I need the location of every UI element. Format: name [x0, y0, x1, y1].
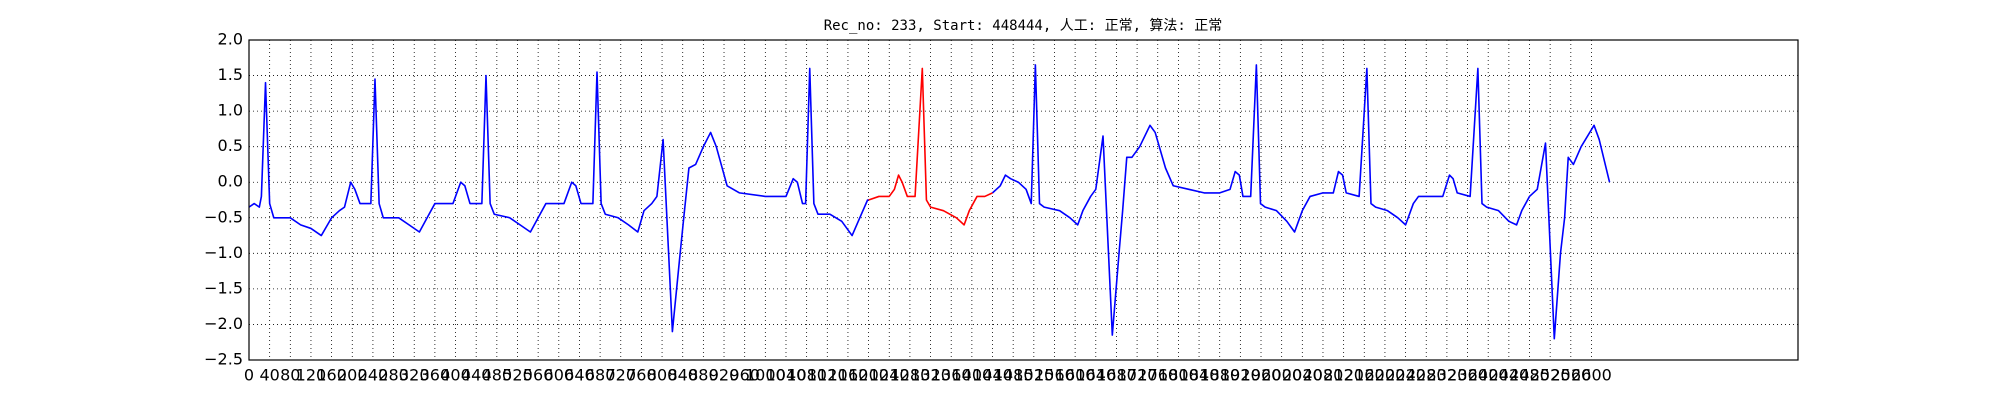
x-tick-label: 2400	[1468, 366, 1509, 385]
ecg-line	[991, 64, 1611, 340]
x-tick-label: 160	[316, 366, 347, 385]
x-tick-label: 1880	[1199, 366, 1240, 385]
x-tick-label: 1000	[745, 366, 786, 385]
x-tick-label: 1160	[828, 366, 869, 385]
ecg-line	[248, 67, 869, 333]
x-tick-label: 1360	[931, 366, 972, 385]
x-tick-label: 2200	[1365, 366, 1406, 385]
x-tick-label: 200	[337, 366, 368, 385]
x-tick-label: 2440	[1488, 366, 1529, 385]
x-tick-label: 240	[358, 366, 389, 385]
x-tick-label: 1400	[952, 366, 993, 385]
x-tick-label: 2320	[1427, 366, 1468, 385]
x-tick-label: 840	[667, 366, 698, 385]
x-tick-label: 80	[280, 366, 300, 385]
x-tick-label: 40	[259, 366, 279, 385]
chart-title: Rec_no: 233, Start: 448444, 人工: 正常, 算法: …	[824, 18, 1223, 34]
x-tick-label: 920	[709, 366, 740, 385]
x-tick-label: 2240	[1385, 366, 1426, 385]
x-tick-label: 680	[585, 366, 616, 385]
y-tick-label: −2.0	[204, 314, 243, 333]
x-tick-label: 120	[296, 366, 327, 385]
x-tick-label: 1920	[1220, 366, 1261, 385]
x-tick-label: 440	[461, 366, 492, 385]
y-tick-label: 2.0	[218, 30, 243, 49]
x-tick-label: 1560	[1034, 366, 1075, 385]
x-tick-label: 1280	[890, 366, 931, 385]
x-tick-label: 720	[605, 366, 636, 385]
x-tick-label: 640	[564, 366, 595, 385]
y-tick-label: −2.5	[204, 350, 243, 369]
x-tick-label: 2120	[1323, 366, 1364, 385]
x-tick-label: 320	[399, 366, 430, 385]
x-tick-label: 1080	[786, 366, 827, 385]
y-tick-label: 1.0	[218, 101, 243, 120]
x-tick-label: 2360	[1447, 366, 1488, 385]
x-tick-label: 2160	[1344, 366, 1385, 385]
x-tick-label: 1480	[993, 366, 1034, 385]
x-tick-label: 280	[378, 366, 409, 385]
x-tick-label: 480	[482, 366, 513, 385]
plot-frame	[248, 39, 1799, 361]
y-tick-label: −0.5	[204, 207, 243, 226]
x-tick-label: 2480	[1509, 366, 1550, 385]
x-tick-label: 1040	[766, 366, 807, 385]
y-tick-label: 0.5	[218, 136, 243, 155]
x-tick-label: 880	[688, 366, 719, 385]
x-tick-label: 1800	[1158, 366, 1199, 385]
x-tick-label: 2600	[1571, 366, 1612, 385]
x-tick-label: 2560	[1550, 366, 1591, 385]
x-tick-label: 760	[626, 366, 657, 385]
x-tick-label: 1520	[1013, 366, 1054, 385]
x-tick-label: 2280	[1406, 366, 1447, 385]
x-tick-label: 400	[440, 366, 471, 385]
x-tick-label: 1320	[910, 366, 951, 385]
x-tick-label: 800	[647, 366, 678, 385]
x-tick-label: 2080	[1303, 366, 1344, 385]
x-tick-label: 1200	[848, 366, 889, 385]
x-tick-label: 2520	[1530, 366, 1571, 385]
y-tick-label: 0.0	[218, 172, 243, 191]
x-tick-label: 520	[502, 366, 533, 385]
ecg-line	[868, 67, 993, 226]
x-tick-label: 600	[544, 366, 575, 385]
x-tick-label: 2040	[1282, 366, 1323, 385]
x-tick-label: 1960	[1241, 366, 1282, 385]
y-tick-label: −1.5	[204, 278, 243, 297]
x-tick-label: 1720	[1117, 366, 1158, 385]
x-tick-label: 1760	[1137, 366, 1178, 385]
x-tick-label: 1640	[1075, 366, 1116, 385]
x-tick-label: 560	[523, 366, 554, 385]
y-tick-label: −1.0	[204, 243, 243, 262]
x-tick-label: 1600	[1055, 366, 1096, 385]
x-tick-label: 1440	[972, 366, 1013, 385]
x-tick-label: 1840	[1179, 366, 1220, 385]
x-tick-label: 1680	[1096, 366, 1137, 385]
x-tick-label: 1240	[869, 366, 910, 385]
x-tick-label: 360	[420, 366, 451, 385]
x-tick-label: 0	[244, 366, 254, 385]
x-tick-label: 1120	[807, 366, 848, 385]
x-tick-label: 2000	[1261, 366, 1302, 385]
x-tick-label: 960	[729, 366, 760, 385]
y-tick-label: 1.5	[218, 65, 243, 84]
